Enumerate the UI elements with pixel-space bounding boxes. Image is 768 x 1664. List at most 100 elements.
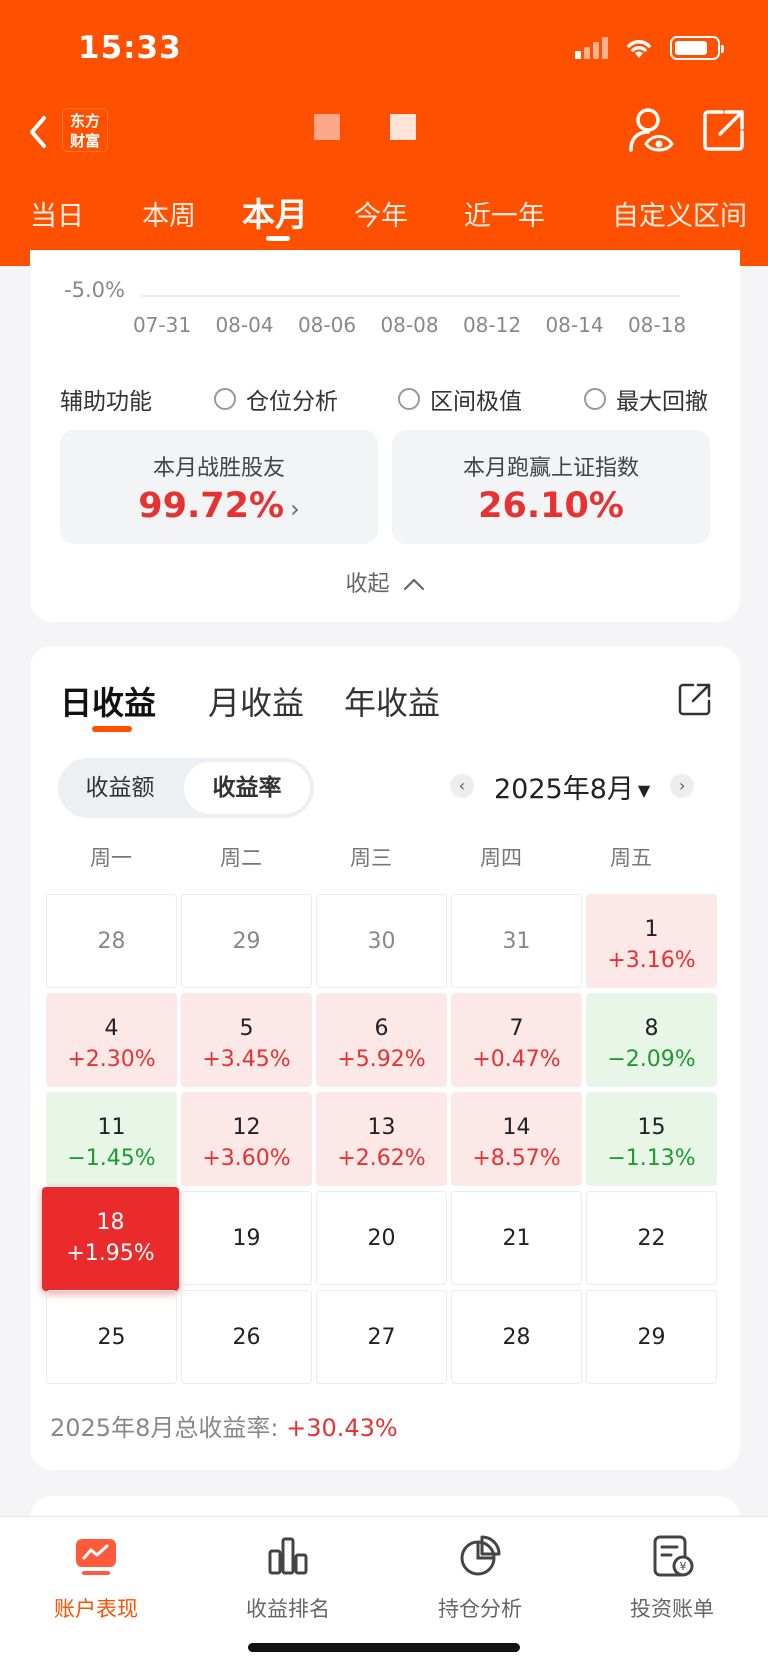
radio-icon[interactable] xyxy=(584,388,606,410)
calendar-date: 7 xyxy=(509,1016,524,1041)
calendar-cell[interactable]: 25 xyxy=(46,1290,177,1384)
tab-custom-range[interactable]: 自定义区间 xyxy=(612,201,747,232)
chevron-up-icon xyxy=(403,578,424,591)
month-selector[interactable]: 2025年8月 ▼ xyxy=(494,773,651,805)
calendar-cell[interactable]: 8 −2.09% xyxy=(586,993,717,1087)
nav-label: 持仓分析 xyxy=(438,1597,522,1621)
stat-beat-peers[interactable]: 本月战胜股友 99.72% › xyxy=(60,430,378,544)
weekday-label: 周一 xyxy=(90,846,132,870)
calendar-cell[interactable]: 15 −1.13% xyxy=(586,1092,717,1186)
option-position-analysis[interactable]: 仓位分析 xyxy=(214,382,338,416)
calendar-cell[interactable]: 4 +2.30% xyxy=(46,993,177,1087)
calendar-cell[interactable]: 22 xyxy=(586,1191,717,1285)
y-tick-label: -5.0% xyxy=(64,278,125,302)
redacted-title-block xyxy=(390,114,416,140)
tab-daily-returns[interactable]: 日收益 xyxy=(60,684,157,722)
calendar-cell[interactable]: 20 xyxy=(316,1191,447,1285)
total-label: 2025年8月总收益率: xyxy=(50,1414,279,1442)
calendar-cell[interactable]: 14 +8.57% xyxy=(451,1092,582,1186)
x-tick-label: 08-12 xyxy=(463,313,521,337)
calendar-cell[interactable]: 11 −1.45% xyxy=(46,1092,177,1186)
daily-return-rate: +0.47% xyxy=(472,1047,561,1072)
calendar-date: 25 xyxy=(97,1325,126,1350)
back-arrow-icon[interactable] xyxy=(24,112,52,152)
calendar-cell[interactable]: 27 xyxy=(316,1290,447,1384)
tab-monthly-returns[interactable]: 月收益 xyxy=(208,684,305,722)
tab-last-year[interactable]: 近一年 xyxy=(464,201,545,232)
calendar-cell[interactable]: 12 +3.60% xyxy=(181,1092,312,1186)
toggle-amount[interactable]: 收益额 xyxy=(85,775,155,801)
stat-value: 99.72% › xyxy=(138,486,300,526)
calendar-date: 15 xyxy=(637,1115,666,1140)
nav-account-performance[interactable]: 账户表现 xyxy=(0,1533,192,1623)
tab-today[interactable]: 当日 xyxy=(30,201,84,232)
tab-yearly-returns[interactable]: 年收益 xyxy=(344,684,441,722)
tab-week[interactable]: 本周 xyxy=(142,201,196,232)
returns-calendar: 28 29 30 31 1 +3.16% 4 +2.30% 5 +3.45% 6 +5.92% 7 +0.… xyxy=(42,894,722,1384)
calendar-cell[interactable]: 13 +2.62% xyxy=(316,1092,447,1186)
prev-month-button[interactable]: ‹ xyxy=(450,774,474,798)
toggle-rate[interactable]: 收益率 xyxy=(184,762,310,814)
weekday-label: 周三 xyxy=(350,846,392,870)
calendar-date: 6 xyxy=(374,1016,389,1041)
radio-icon[interactable] xyxy=(214,388,236,410)
user-eye-icon[interactable] xyxy=(628,106,674,154)
calendar-cell[interactable]: 28 xyxy=(46,894,177,988)
weekday-label: 周五 xyxy=(610,846,652,870)
calendar-cell-today[interactable]: 18 +1.95% xyxy=(42,1187,179,1291)
calendar-cell[interactable]: 28 xyxy=(451,1290,582,1384)
nav-label: 收益排名 xyxy=(246,1597,330,1621)
redacted-title-block xyxy=(314,114,340,140)
calendar-cell[interactable]: 29 xyxy=(586,1290,717,1384)
next-month-button[interactable]: › xyxy=(670,774,695,798)
calendar-date: 18 xyxy=(96,1210,125,1235)
x-tick-label: 08-08 xyxy=(380,313,438,337)
calendar-date: 30 xyxy=(367,929,396,954)
pie-chart-icon xyxy=(460,1535,501,1576)
bottom-nav: 账户表现 收益排名 持仓分析 ¥ 投资账单 xyxy=(0,1516,768,1664)
signal-icon xyxy=(575,37,608,59)
app-header: 15:33 东方财富 当日 本周 本月 今年 近一年 自定义区间 xyxy=(0,0,768,266)
month-navigator: ‹ 2025年8月 ▼ › xyxy=(450,766,695,806)
option-max-drawdown[interactable]: 最大回撤 xyxy=(584,382,708,416)
calendar-cell[interactable]: 21 xyxy=(451,1191,582,1285)
daily-return-rate: +8.57% xyxy=(472,1146,561,1171)
calendar-cell[interactable]: 19 xyxy=(181,1191,312,1285)
total-value: +30.43% xyxy=(286,1414,398,1442)
calendar-cell[interactable]: 26 xyxy=(181,1290,312,1384)
collapse-button[interactable]: 收起 xyxy=(30,566,740,598)
option-range-extremes[interactable]: 区间极值 xyxy=(398,382,522,416)
calendar-date: 8 xyxy=(644,1016,659,1041)
calendar-cell[interactable]: 29 xyxy=(181,894,312,988)
x-tick-label: 08-06 xyxy=(298,313,356,337)
brand-logo: 东方财富 xyxy=(62,108,108,152)
chart-axis: -5.0% 07-31 08-04 08-06 08-08 08-12 08-14 08-1… xyxy=(64,278,686,337)
calendar-cell[interactable]: 7 +0.47% xyxy=(451,993,582,1087)
calendar-cell[interactable]: 5 +3.45% xyxy=(181,993,312,1087)
nav-investment-bill[interactable]: ¥ 投资账单 xyxy=(576,1533,768,1623)
daily-return-rate: +5.92% xyxy=(337,1047,426,1072)
radio-icon[interactable] xyxy=(398,388,420,410)
status-time: 15:33 xyxy=(78,30,182,66)
aux-label: 辅助功能 xyxy=(60,389,152,415)
returns-card: 日收益 月收益 年收益 收益额 收益率 ‹ 2025年8月 ▼ › 周一 周二 周… xyxy=(30,646,740,1470)
tab-year[interactable]: 今年 xyxy=(354,201,408,232)
calendar-cell[interactable]: 1 +3.16% xyxy=(586,894,717,988)
calendar-cell[interactable]: 31 xyxy=(451,894,582,988)
nav-return-ranking[interactable]: 收益排名 xyxy=(192,1533,384,1623)
share-icon[interactable] xyxy=(702,108,746,152)
tab-month[interactable]: 本月 xyxy=(242,195,308,234)
option-label: 区间极值 xyxy=(430,389,522,415)
calendar-date: 5 xyxy=(239,1016,254,1041)
option-label: 最大回撤 xyxy=(616,389,708,415)
calendar-cell[interactable]: 30 xyxy=(316,894,447,988)
weekday-label: 周二 xyxy=(220,846,262,870)
share-icon[interactable] xyxy=(678,682,712,716)
nav-holding-analysis[interactable]: 持仓分析 xyxy=(384,1533,576,1623)
calendar-cell[interactable]: 6 +5.92% xyxy=(316,993,447,1087)
calendar-date: 27 xyxy=(367,1325,396,1350)
x-tick-label: 08-18 xyxy=(628,313,686,337)
calendar-date: 14 xyxy=(502,1115,531,1140)
x-tick-labels: 07-31 08-04 08-06 08-08 08-12 08-14 08-18 xyxy=(133,313,686,337)
calendar-date: 22 xyxy=(637,1226,666,1251)
